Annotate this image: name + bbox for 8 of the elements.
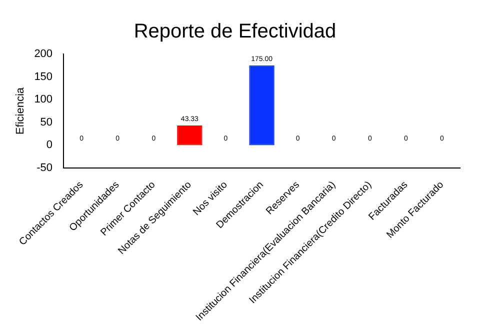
y-tick-label: 150 xyxy=(34,70,53,83)
y-tick-label: 50 xyxy=(40,116,53,128)
y-tick-label: -50 xyxy=(36,162,53,174)
chart-title: Reporte de Efectividad xyxy=(134,20,336,43)
y-axis-title: Eficiencia xyxy=(14,86,27,135)
y-tick-label: 100 xyxy=(34,94,53,106)
y-tick-label: 200 xyxy=(34,48,53,60)
y-tick-label: 0 xyxy=(46,139,53,152)
